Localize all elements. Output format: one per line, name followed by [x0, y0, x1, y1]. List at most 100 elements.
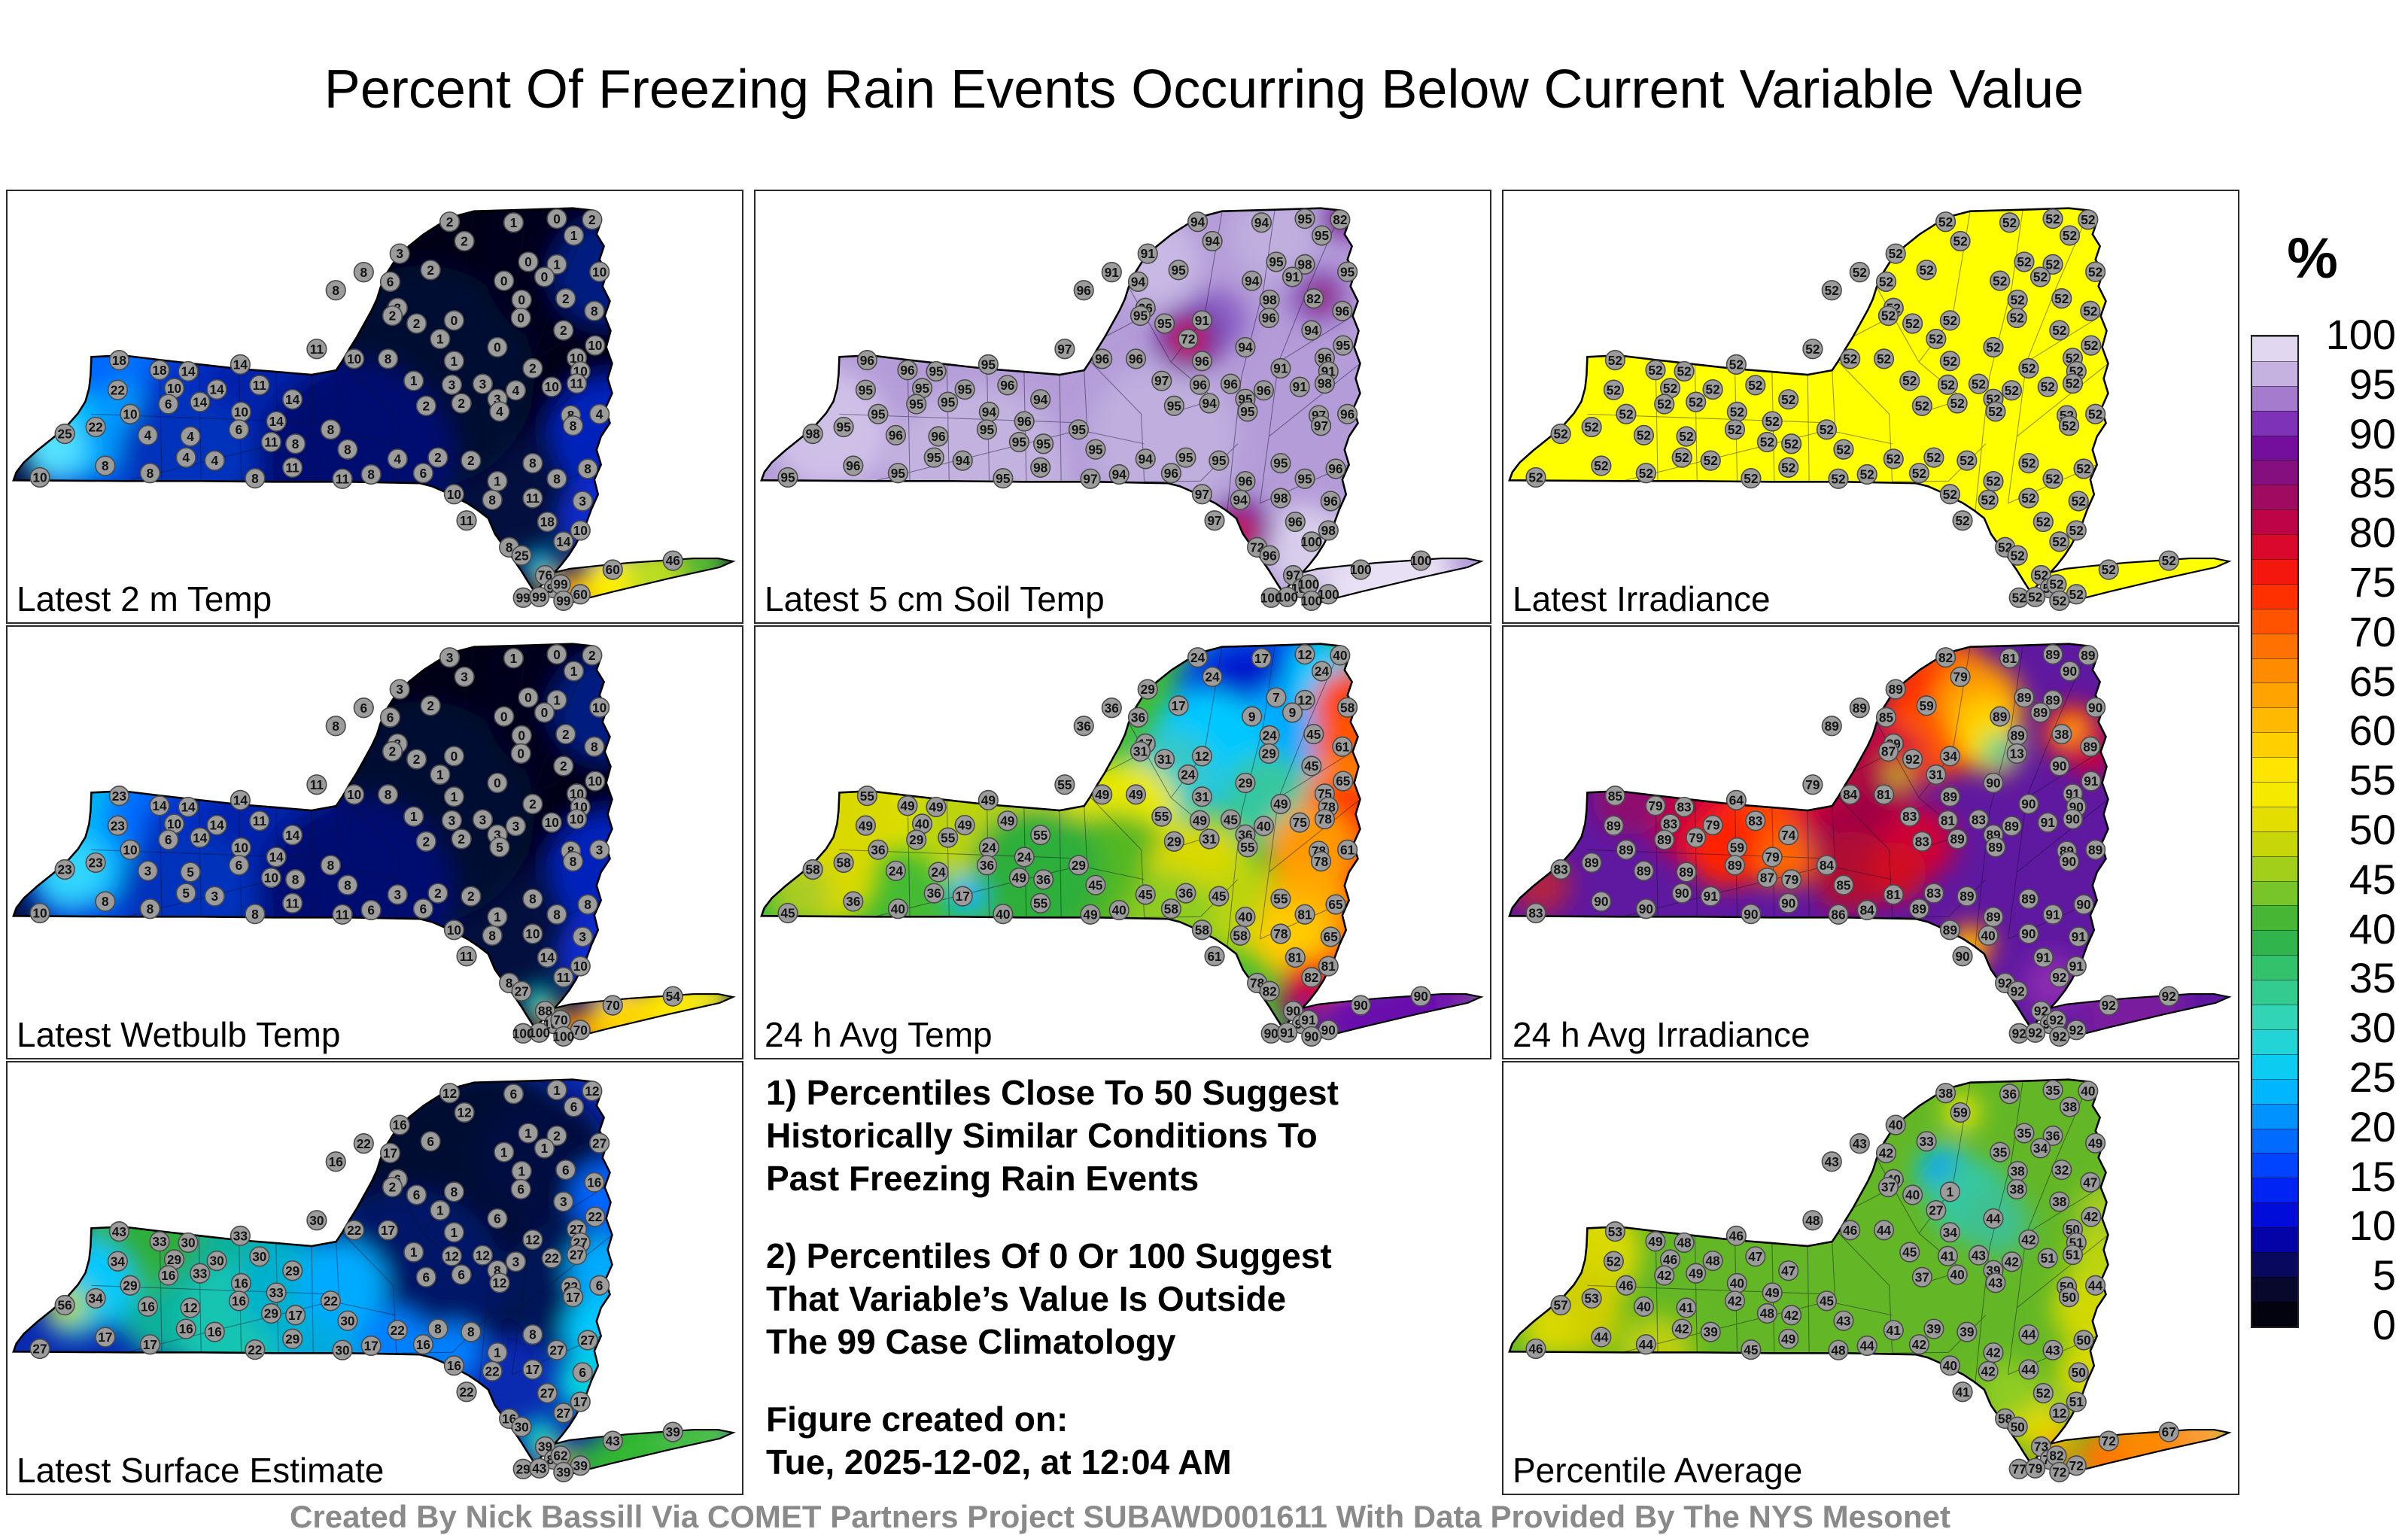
svg-text:92: 92	[2011, 983, 2025, 999]
station-marker: 11	[249, 810, 270, 831]
svg-text:83: 83	[1915, 834, 1929, 849]
station-marker: 49	[1080, 904, 1101, 925]
station-marker: 82	[1259, 980, 1280, 1002]
svg-text:49: 49	[859, 818, 873, 833]
station-marker: 3	[137, 860, 159, 881]
svg-text:96: 96	[1017, 414, 1032, 429]
svg-text:90: 90	[1321, 1023, 1336, 1038]
station-marker: 74	[1778, 825, 1799, 846]
station-marker: 27	[29, 1338, 50, 1360]
svg-text:16: 16	[161, 1268, 175, 1283]
svg-text:95: 95	[1133, 309, 1148, 324]
svg-text:52: 52	[2049, 577, 2063, 592]
svg-text:91: 91	[1293, 379, 1308, 394]
station-marker: 52	[2018, 452, 2039, 474]
station-marker: 52	[1935, 211, 1956, 233]
svg-text:44: 44	[2021, 1362, 2036, 1377]
station-marker: 91	[1137, 243, 1158, 264]
station-marker: 27	[589, 1132, 610, 1154]
station-marker: 81	[1318, 956, 1339, 977]
svg-text:3: 3	[596, 842, 604, 857]
station-marker: 82	[1330, 209, 1351, 230]
svg-text:49: 49	[981, 792, 996, 807]
svg-text:61: 61	[1207, 949, 1222, 964]
station-marker: 49	[926, 796, 947, 818]
station-marker: 36	[1175, 883, 1196, 904]
svg-text:11: 11	[253, 813, 267, 828]
station-marker: 40	[2078, 1081, 2099, 1102]
station-marker: 52	[2008, 587, 2029, 608]
station-marker: 32	[2051, 1160, 2072, 1181]
svg-text:42: 42	[1879, 1145, 1893, 1160]
svg-text:82: 82	[2049, 1448, 2063, 1464]
station-marker: 3	[553, 1191, 574, 1212]
svg-text:39: 39	[1960, 1324, 1974, 1339]
svg-text:14: 14	[269, 414, 284, 429]
svg-text:0: 0	[524, 690, 532, 705]
svg-text:1: 1	[541, 1141, 549, 1156]
svg-text:11: 11	[526, 491, 540, 506]
svg-text:57: 57	[1554, 1298, 1568, 1313]
svg-text:91: 91	[2041, 815, 2056, 830]
svg-text:45: 45	[1820, 1293, 1835, 1309]
svg-text:31: 31	[1133, 744, 1148, 759]
station-marker: 52	[1978, 489, 1999, 510]
svg-text:52: 52	[1993, 273, 2007, 288]
svg-text:45: 45	[1088, 877, 1103, 892]
svg-text:27: 27	[515, 983, 529, 999]
station-marker: 92	[2158, 986, 2179, 1007]
station-marker: 91	[1101, 262, 1122, 283]
station-marker: 29	[1258, 743, 1279, 764]
station-marker: 95	[1085, 439, 1106, 460]
svg-text:100: 100	[552, 1029, 574, 1044]
svg-text:33: 33	[233, 1228, 248, 1243]
station-marker: 83	[1674, 796, 1695, 818]
station-marker: 95	[1163, 395, 1184, 416]
station-marker: 96	[1125, 348, 1147, 369]
station-marker: 6	[379, 271, 401, 292]
svg-text:6: 6	[387, 710, 394, 725]
svg-text:34: 34	[1943, 1225, 1958, 1240]
svg-text:89: 89	[2033, 705, 2048, 720]
station-marker: 27	[553, 1403, 574, 1424]
svg-text:72: 72	[2052, 1464, 2066, 1479]
color-field	[44, 1079, 734, 1476]
svg-text:5: 5	[182, 886, 190, 901]
svg-text:95: 95	[1269, 254, 1284, 269]
svg-text:96: 96	[1324, 494, 1338, 509]
station-marker: 7	[1266, 687, 1287, 708]
svg-text:95: 95	[871, 406, 886, 421]
station-marker: 45	[1816, 1290, 1838, 1312]
svg-text:52: 52	[2054, 291, 2069, 306]
svg-text:95: 95	[909, 397, 924, 412]
station-marker: 83	[1525, 902, 1546, 924]
station-marker: 90	[2018, 793, 2039, 815]
station-marker: 3	[387, 884, 408, 905]
svg-text:16: 16	[447, 1358, 461, 1373]
svg-text:52: 52	[2033, 269, 2048, 284]
station-marker: 96	[1337, 403, 1358, 424]
station-marker: 8	[337, 874, 358, 895]
station-marker: 52	[1952, 510, 1973, 531]
station-marker: 6	[158, 829, 179, 850]
svg-text:10: 10	[545, 815, 559, 830]
svg-text:78: 78	[1314, 854, 1329, 869]
svg-text:10: 10	[167, 816, 181, 831]
station-marker: 8	[285, 869, 306, 890]
station-marker: 5	[180, 862, 201, 883]
svg-text:43: 43	[532, 1461, 546, 1476]
svg-text:96: 96	[1129, 351, 1143, 366]
station-marker: 51	[2066, 1391, 2087, 1412]
station-marker: 16	[325, 1151, 346, 1172]
svg-text:27: 27	[580, 1333, 594, 1348]
svg-text:90: 90	[2052, 758, 2066, 774]
svg-text:52: 52	[2021, 361, 2036, 376]
svg-text:52: 52	[1675, 450, 1689, 465]
station-marker: 42	[2001, 1251, 2023, 1272]
station-marker: 100	[1300, 590, 1322, 611]
station-marker: 70	[570, 1020, 591, 1041]
station-marker: 94	[1127, 271, 1149, 292]
station-marker: 59	[1726, 837, 1747, 859]
station-marker: 36	[868, 839, 889, 860]
station-marker: 83	[1659, 813, 1681, 834]
